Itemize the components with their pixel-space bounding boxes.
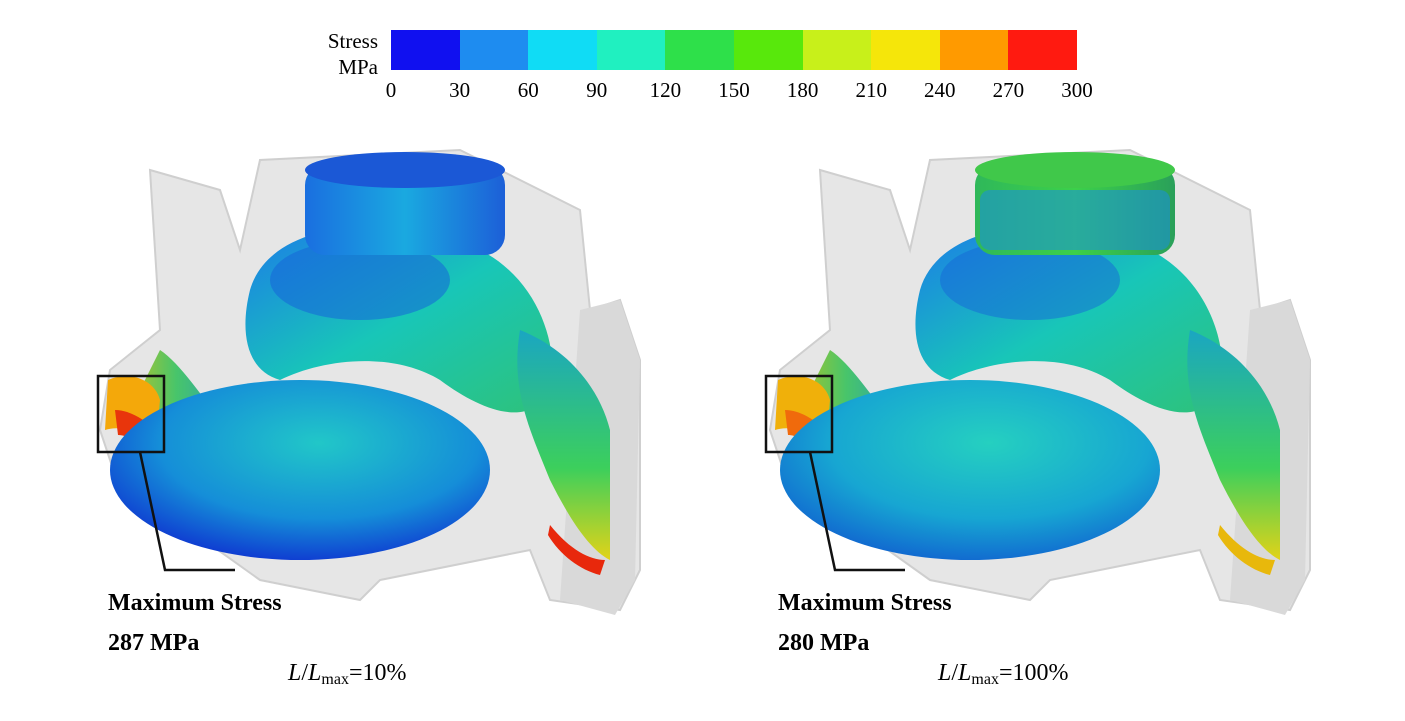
max-stress-label-right: Maximum Stress xyxy=(778,590,952,616)
colorbar-tick-label: 270 xyxy=(992,78,1025,102)
colorbar-tick-label: 60 xyxy=(517,78,539,102)
max-stress-value-right: 280 MPa xyxy=(778,630,870,656)
length-ratio-right: L/Lmax=100% xyxy=(938,660,1069,688)
colorbar-segment-8 xyxy=(939,30,1009,70)
stress-colorbar xyxy=(391,30,1077,70)
colorbar-segment-4 xyxy=(665,30,734,70)
colorbar-tick-label: 210 xyxy=(855,78,887,102)
valve-stress-render-left xyxy=(96,148,641,615)
colorbar-segment-1 xyxy=(459,30,529,70)
max-stress-leader xyxy=(808,451,905,572)
ratio-value: =10% xyxy=(348,660,407,686)
max-stress-value-left: 287 MPa xyxy=(108,630,200,656)
colorbar-tick-label: 90 xyxy=(586,78,608,102)
ratio-denominator: L xyxy=(958,660,972,686)
colorbar-segment-2 xyxy=(528,30,597,70)
colorbar-segment-3 xyxy=(596,30,666,70)
colorbar-tick-label: 180 xyxy=(786,78,819,102)
max-stress-box xyxy=(96,374,166,454)
colorbar-tick-label: 120 xyxy=(649,78,682,102)
legend-title-unit: MPa xyxy=(338,55,378,79)
legend-title-stress: Stress xyxy=(327,29,378,53)
colorbar-segment-7 xyxy=(871,30,940,70)
legend-title: Stress MPa xyxy=(300,28,378,80)
ratio-numerator: L xyxy=(288,660,302,686)
colorbar-segment-0 xyxy=(391,30,460,70)
valve-stress-render-right xyxy=(764,148,1311,615)
max-stress-label-left: Maximum Stress xyxy=(108,590,282,616)
ratio-subscript: max xyxy=(321,671,349,688)
valve-model-right xyxy=(730,130,1350,650)
colorbar-tick-label: 150 xyxy=(718,78,750,102)
colorbar-tick-label: 0 xyxy=(385,78,397,102)
colorbar-tick-label: 300 xyxy=(1061,78,1093,102)
max-stress-leader xyxy=(138,451,235,572)
valve-model-left xyxy=(60,130,680,650)
length-ratio-left: L/Lmax=10% xyxy=(288,660,407,688)
colorbar-tick-label: 30 xyxy=(449,78,471,102)
ratio-denominator: L xyxy=(308,660,322,686)
max-stress-box xyxy=(764,374,834,454)
colorbar-segment-6 xyxy=(802,30,872,70)
colorbar-tick-label: 240 xyxy=(924,78,956,102)
colorbar-segment-9 xyxy=(1008,30,1077,70)
colorbar-segment-5 xyxy=(733,30,803,70)
ratio-numerator: L xyxy=(938,660,952,686)
ratio-subscript: max xyxy=(971,671,999,688)
ratio-value: =100% xyxy=(998,660,1069,686)
